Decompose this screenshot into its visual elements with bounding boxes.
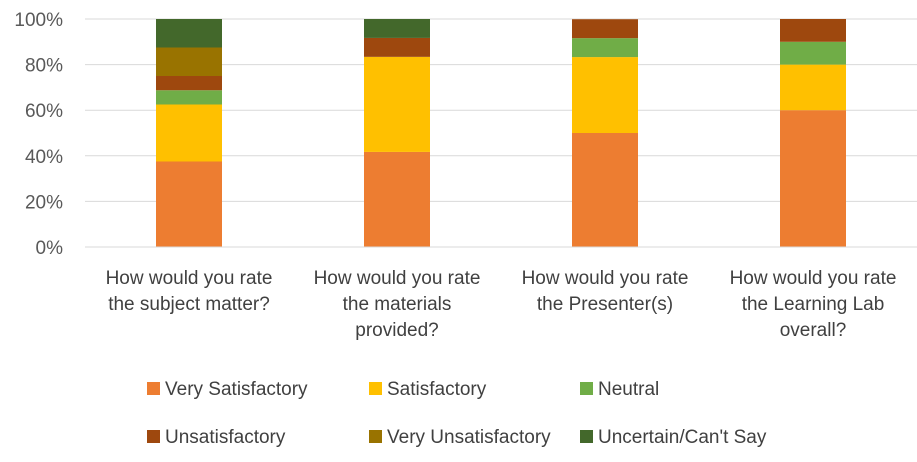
bar-segment-unsatisfactory (572, 19, 638, 39)
bar-segment-very-satisfactory (572, 133, 638, 247)
bar-segment-neutral (156, 90, 222, 105)
y-axis-ticks: 0% 20% 40% 60% 80% 100% (14, 10, 63, 259)
legend-label-unsatisfactory: Unsatisfactory (165, 427, 286, 448)
bar-segment-uncertain-can-t-say (156, 19, 222, 48)
legend-label-very-satisfactory: Very Satisfactory (165, 379, 308, 400)
bar-segment-unsatisfactory (156, 76, 222, 91)
legend-label-uncertain-can-t-say: Uncertain/Can't Say (598, 427, 767, 448)
category-label: How would you rate the subject matter? (106, 268, 273, 315)
bar-segment-unsatisfactory (364, 37, 430, 57)
legend: Very Satisfactory Satisfactory Neutral Unsa… (147, 379, 767, 448)
bar-segment-very-satisfactory (156, 161, 222, 247)
bar-segment-neutral (572, 38, 638, 58)
category-label: How would you rate the Presenter(s) (522, 268, 689, 315)
bar-segment-satisfactory (364, 56, 430, 152)
y-tick-label: 80% (25, 56, 63, 77)
bar-segment-very-satisfactory (780, 110, 846, 247)
legend-label-satisfactory: Satisfactory (387, 379, 487, 400)
y-tick-label: 40% (25, 147, 63, 168)
bar-segment-satisfactory (572, 57, 638, 133)
legend-swatch-uncertain-can-t-say (580, 430, 593, 443)
y-tick-label: 100% (14, 10, 63, 31)
y-tick-label: 0% (36, 238, 64, 259)
bar-segment-satisfactory (780, 64, 846, 111)
legend-swatch-satisfactory (369, 382, 382, 395)
legend-swatch-neutral (580, 382, 593, 395)
legend-label-very-unsatisfactory: Very Unsatisfactory (387, 427, 551, 448)
category-label: How would you rate the materials provided? (314, 268, 481, 341)
bar-segment-unsatisfactory (780, 19, 846, 42)
bar-segment-very-satisfactory (364, 151, 430, 247)
bar-segment-uncertain-can-t-say (364, 19, 430, 38)
bar-segment-neutral (780, 41, 846, 65)
legend-swatch-unsatisfactory (147, 430, 160, 443)
y-tick-label: 60% (25, 101, 63, 122)
legend-label-neutral: Neutral (598, 379, 659, 400)
category-labels: How would you rate the subject matter? How… (106, 268, 897, 341)
bar-segment-satisfactory (156, 104, 222, 162)
y-tick-label: 20% (25, 192, 63, 213)
legend-swatch-very-satisfactory (147, 382, 160, 395)
category-label: How would you rate the Learning Lab overal… (730, 268, 897, 341)
legend-swatch-very-unsatisfactory (369, 430, 382, 443)
bars (156, 19, 846, 247)
bar-segment-very-unsatisfactory (156, 47, 222, 76)
